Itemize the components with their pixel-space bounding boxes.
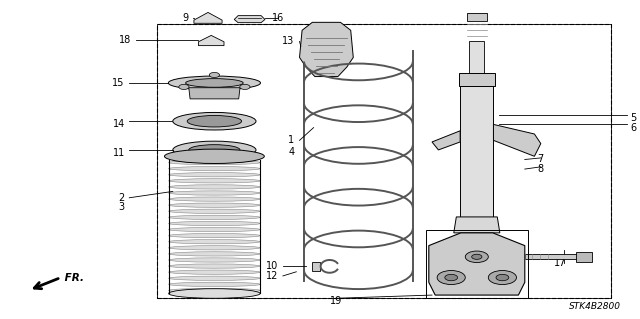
Circle shape [437,271,465,285]
Polygon shape [312,262,320,271]
Polygon shape [194,12,222,23]
Polygon shape [454,217,500,233]
Text: 18: 18 [119,35,131,45]
Circle shape [472,254,482,259]
Text: 6: 6 [630,122,637,133]
Polygon shape [189,88,240,99]
Ellipse shape [169,179,260,183]
Text: 15: 15 [113,78,125,88]
Text: 7: 7 [538,154,544,165]
Polygon shape [429,233,525,295]
Ellipse shape [169,209,260,213]
Ellipse shape [169,167,260,171]
Ellipse shape [186,79,243,87]
Text: 12: 12 [266,271,278,281]
Polygon shape [467,13,487,21]
Text: 8: 8 [538,164,544,174]
Circle shape [179,84,189,89]
Circle shape [488,271,516,285]
Circle shape [496,274,509,281]
Text: 1: 1 [288,135,294,145]
Text: STK4B2800: STK4B2800 [569,302,621,311]
Text: FR.: FR. [61,272,84,283]
Text: 16: 16 [272,12,284,23]
Text: 10: 10 [266,261,278,271]
Ellipse shape [169,185,260,189]
Circle shape [465,251,488,263]
Ellipse shape [169,258,260,262]
Ellipse shape [169,173,260,177]
Ellipse shape [169,240,260,244]
Ellipse shape [169,227,260,232]
Polygon shape [525,254,582,259]
Ellipse shape [169,288,260,293]
Polygon shape [576,252,592,262]
Ellipse shape [169,191,260,195]
Text: 11: 11 [113,148,125,158]
Circle shape [445,274,458,281]
Text: 13: 13 [282,36,294,47]
Ellipse shape [169,197,260,201]
Polygon shape [198,35,224,46]
Polygon shape [459,73,495,86]
Ellipse shape [169,203,260,207]
Ellipse shape [169,215,260,219]
Ellipse shape [173,141,256,159]
Circle shape [209,72,220,78]
Polygon shape [469,41,484,83]
Text: 14: 14 [113,119,125,130]
Text: 4: 4 [288,146,294,157]
Polygon shape [493,124,541,156]
Text: 2: 2 [118,193,125,203]
Ellipse shape [164,149,264,164]
Ellipse shape [169,246,260,250]
Polygon shape [432,131,460,150]
Polygon shape [300,22,353,77]
Ellipse shape [169,276,260,280]
Ellipse shape [169,252,260,256]
Ellipse shape [169,289,260,298]
Text: 9: 9 [182,12,189,23]
Ellipse shape [169,270,260,274]
Ellipse shape [169,234,260,238]
Ellipse shape [187,115,242,127]
Ellipse shape [173,113,256,130]
Ellipse shape [169,221,260,226]
Ellipse shape [169,264,260,268]
Circle shape [240,84,250,89]
Text: 19: 19 [330,296,342,307]
Text: 3: 3 [118,202,125,212]
Ellipse shape [169,160,260,165]
Polygon shape [460,86,493,217]
Polygon shape [234,16,265,23]
Ellipse shape [189,145,240,155]
Text: 5: 5 [630,113,637,123]
Text: 17: 17 [554,258,566,268]
Ellipse shape [169,282,260,286]
Ellipse shape [168,76,260,90]
